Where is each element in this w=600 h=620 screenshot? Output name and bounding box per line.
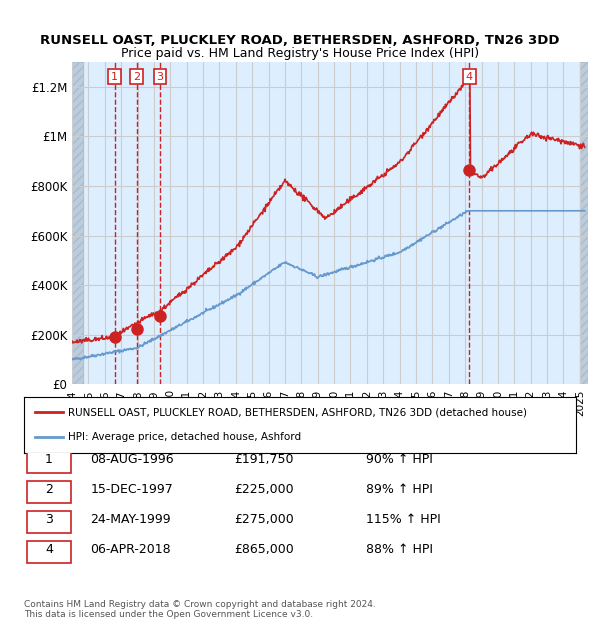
FancyBboxPatch shape — [27, 541, 71, 563]
Text: 3: 3 — [45, 513, 53, 526]
Text: £275,000: £275,000 — [234, 513, 293, 526]
Text: This data is licensed under the Open Government Licence v3.0.: This data is licensed under the Open Gov… — [24, 610, 313, 619]
FancyBboxPatch shape — [27, 451, 71, 473]
Text: 08-AUG-1996: 08-AUG-1996 — [90, 453, 174, 466]
Text: 90% ↑ HPI: 90% ↑ HPI — [366, 453, 433, 466]
Text: £225,000: £225,000 — [234, 483, 293, 496]
Text: 88% ↑ HPI: 88% ↑ HPI — [366, 543, 433, 556]
Text: 89% ↑ HPI: 89% ↑ HPI — [366, 483, 433, 496]
Text: 15-DEC-1997: 15-DEC-1997 — [90, 483, 173, 496]
Text: 115% ↑ HPI: 115% ↑ HPI — [366, 513, 441, 526]
Text: £191,750: £191,750 — [234, 453, 293, 466]
Text: RUNSELL OAST, PLUCKLEY ROAD, BETHERSDEN, ASHFORD, TN26 3DD (detached house): RUNSELL OAST, PLUCKLEY ROAD, BETHERSDEN,… — [68, 407, 527, 417]
Text: 4: 4 — [466, 72, 473, 82]
Text: RUNSELL OAST, PLUCKLEY ROAD, BETHERSDEN, ASHFORD, TN26 3DD: RUNSELL OAST, PLUCKLEY ROAD, BETHERSDEN,… — [40, 34, 560, 47]
Text: Price paid vs. HM Land Registry's House Price Index (HPI): Price paid vs. HM Land Registry's House … — [121, 46, 479, 60]
Text: 3: 3 — [157, 72, 164, 82]
Text: 2: 2 — [133, 72, 140, 82]
Text: 24-MAY-1999: 24-MAY-1999 — [90, 513, 171, 526]
Text: 2: 2 — [45, 483, 53, 496]
Text: Contains HM Land Registry data © Crown copyright and database right 2024.: Contains HM Land Registry data © Crown c… — [24, 600, 376, 609]
FancyBboxPatch shape — [27, 512, 71, 533]
Bar — [72, 62, 83, 384]
Bar — [580, 62, 588, 384]
Text: HPI: Average price, detached house, Ashford: HPI: Average price, detached house, Ashf… — [68, 432, 301, 442]
Text: £865,000: £865,000 — [234, 543, 293, 556]
Text: 1: 1 — [45, 453, 53, 466]
Text: 4: 4 — [45, 543, 53, 556]
Text: 1: 1 — [111, 72, 118, 82]
Text: 06-APR-2018: 06-APR-2018 — [90, 543, 171, 556]
FancyBboxPatch shape — [27, 481, 71, 503]
